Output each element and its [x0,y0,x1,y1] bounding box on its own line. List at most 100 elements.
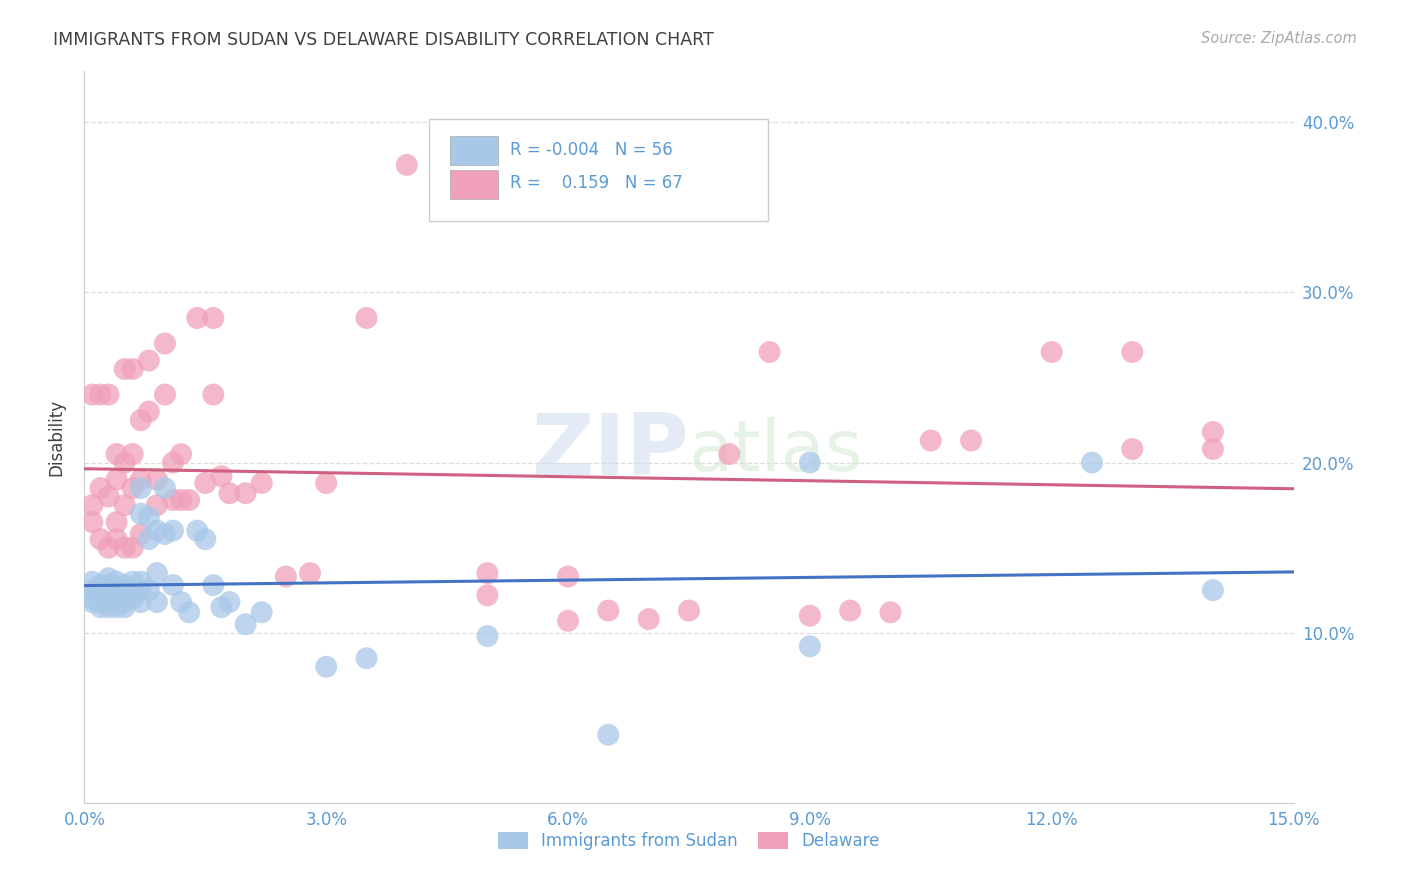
Point [153,481,176,495]
Point [162,493,184,508]
Legend: Immigrants from Sudan, Delaware: Immigrants from Sudan, Delaware [492,825,886,856]
Point [114,456,136,470]
Point [97,578,120,592]
Point [202,387,225,401]
Point [170,447,193,461]
FancyBboxPatch shape [429,119,768,221]
Point [1081,456,1104,470]
Point [162,456,184,470]
Point [121,481,143,495]
Point [758,345,780,359]
Point [114,362,136,376]
Point [129,527,152,541]
Point [105,574,128,589]
Point [82,515,104,529]
Point [170,493,193,508]
Point [97,490,120,504]
FancyBboxPatch shape [450,136,498,165]
Point [1202,442,1225,456]
Point [477,629,499,643]
Point [678,604,700,618]
Point [138,510,160,524]
Text: R = -0.004   N = 56: R = -0.004 N = 56 [510,141,672,160]
Point [146,498,169,512]
Point [121,447,143,461]
Point [315,659,337,673]
Point [105,515,128,529]
Point [799,456,821,470]
Point [202,311,225,326]
Point [82,387,104,401]
Point [138,583,160,598]
Text: atlas: atlas [689,417,863,486]
Point [194,475,217,490]
Point [1121,345,1143,359]
Point [105,447,128,461]
Point [146,566,169,581]
Text: ZIP: ZIP [531,410,689,493]
Point [89,387,111,401]
Point [82,595,104,609]
Point [718,447,741,461]
Point [138,404,160,418]
Point [235,617,257,632]
Point [299,566,322,581]
Point [114,541,136,555]
Point [129,595,152,609]
Point [1202,583,1225,598]
Point [799,640,821,654]
Point [477,588,499,602]
Point [637,612,659,626]
Point [114,578,136,592]
Point [89,600,111,615]
Point [105,532,128,546]
Point [138,532,160,546]
Point [202,578,225,592]
Point [121,583,143,598]
Point [194,532,217,546]
Point [162,524,184,538]
Point [121,574,143,589]
Point [82,498,104,512]
Point [1040,345,1063,359]
Point [97,571,120,585]
Point [1202,425,1225,439]
Point [129,583,152,598]
Point [356,311,378,326]
Point [114,588,136,602]
Point [218,486,240,500]
Point [395,158,418,172]
Point [105,582,128,596]
Point [89,578,111,592]
Point [960,434,983,448]
Point [250,475,273,490]
Point [218,595,240,609]
Point [105,600,128,615]
Point [146,595,169,609]
Point [153,336,176,351]
Point [121,541,143,555]
Point [879,605,901,619]
Point [250,605,273,619]
Point [97,591,120,606]
Point [105,588,128,602]
Point [557,614,579,628]
Point [82,574,104,589]
Point [920,434,942,448]
Point [138,353,160,368]
Point [315,475,337,490]
Point [89,532,111,546]
Point [121,362,143,376]
Point [598,728,620,742]
Point [186,524,208,538]
Point [839,604,862,618]
Point [1121,442,1143,456]
Point [129,413,152,427]
Y-axis label: Disability: Disability [46,399,65,475]
Point [97,387,120,401]
Point [89,588,111,602]
Point [89,481,111,495]
Point [129,473,152,487]
Point [82,583,104,598]
Text: Source: ZipAtlas.com: Source: ZipAtlas.com [1201,31,1357,46]
